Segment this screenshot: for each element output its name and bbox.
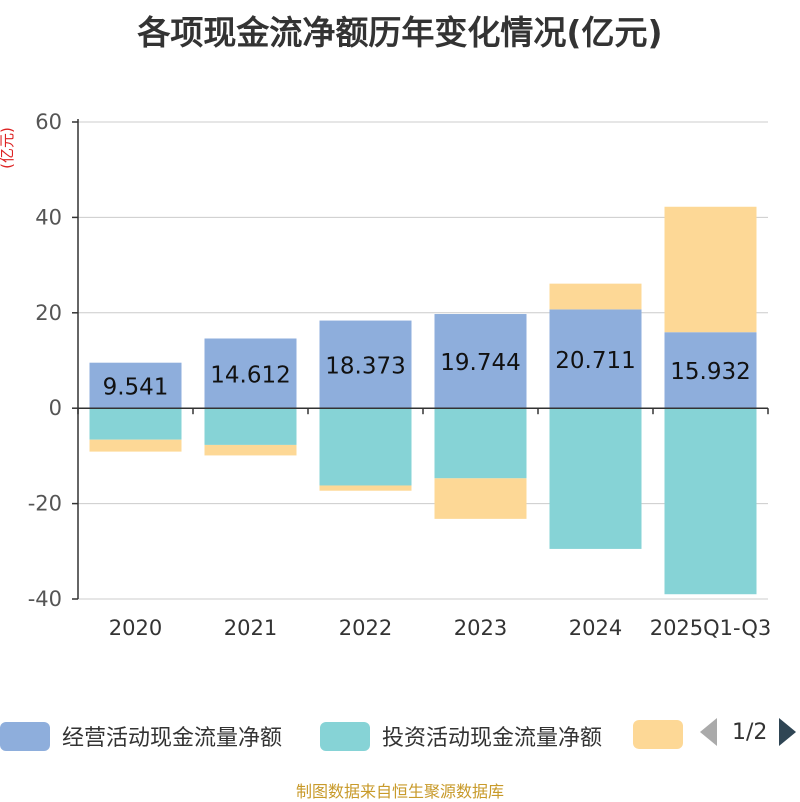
bar-segment (549, 283, 642, 310)
chart-title: 各项现金流净额历年变化情况(亿元) (137, 13, 663, 52)
x-tick-label: 2025Q1-Q3 (650, 616, 772, 640)
y-axis-unit-label: (亿元) (0, 127, 16, 169)
bar-segment (664, 332, 757, 409)
y-tick-label: 0 (49, 396, 62, 420)
legend-next-page-icon[interactable] (779, 718, 797, 746)
legend-item-operating[interactable]: 经营活动现金流量净额 (0, 720, 282, 752)
bar-segment (319, 320, 412, 409)
bar-segment (434, 478, 527, 519)
bar-segment (89, 362, 182, 409)
bar-segment (664, 408, 757, 595)
x-tick-label: 2020 (109, 616, 162, 640)
bar-segment (204, 444, 297, 456)
bar-segment (434, 408, 527, 479)
y-tick-label: -20 (28, 492, 62, 516)
y-tick-label: -40 (28, 587, 62, 611)
axes (72, 119, 769, 600)
legend-swatch-financing (633, 720, 683, 749)
bar-segment (319, 485, 412, 491)
data-label: 20.711 (555, 348, 635, 374)
bar-segment (204, 408, 297, 445)
data-label: 15.932 (670, 359, 750, 385)
x-tick-label: 2023 (454, 616, 507, 640)
x-tick-label: 2021 (224, 616, 277, 640)
y-tick-label: 60 (35, 110, 62, 134)
data-label: 9.541 (103, 374, 169, 400)
legend-page-indicator: 1/2 (732, 719, 768, 745)
bar-segment (89, 408, 182, 440)
data-source-note: 制图数据来自恒生聚源数据库 (295, 782, 504, 801)
legend-item-investing[interactable]: 投资活动现金流量净额 (320, 720, 602, 752)
chart-canvas: 60 40 20 0 -20 -40 9.541 2020 14.612 2021 18.373 20… (0, 110, 772, 640)
bar-segment (204, 338, 297, 409)
x-tick-label: 2024 (569, 616, 622, 640)
bar-segment (549, 408, 642, 549)
bar-segment (664, 206, 757, 333)
data-label: 14.612 (210, 362, 290, 388)
data-label: 18.373 (325, 353, 405, 379)
legend-swatch-operating (0, 721, 50, 751)
label-layer: 60 40 20 0 -20 -40 9.541 2020 14.612 2021 18.373 20… (28, 110, 772, 640)
data-label: 19.744 (440, 350, 520, 376)
bar-segment (89, 439, 182, 452)
x-tick-label: 2022 (339, 616, 392, 640)
y-tick-label: 20 (35, 301, 62, 325)
y-tick-label: 40 (35, 205, 62, 229)
bar-segment (319, 408, 412, 486)
bar-segment (549, 309, 642, 409)
bar-segment (434, 314, 527, 409)
legend-label-operating: 经营活动现金流量净额 (62, 726, 283, 751)
legend-item-financing[interactable] (633, 720, 683, 749)
legend-pager: 1/2 (700, 718, 797, 746)
legend: 经营活动现金流量净额 投资活动现金流量净额 1/2 (0, 714, 800, 758)
grid-lines (78, 121, 768, 600)
legend-swatch-investing (320, 721, 370, 751)
bar-layer (89, 206, 757, 595)
legend-label-investing: 投资活动现金流量净额 (382, 726, 603, 751)
legend-prev-page-icon[interactable] (700, 718, 717, 746)
